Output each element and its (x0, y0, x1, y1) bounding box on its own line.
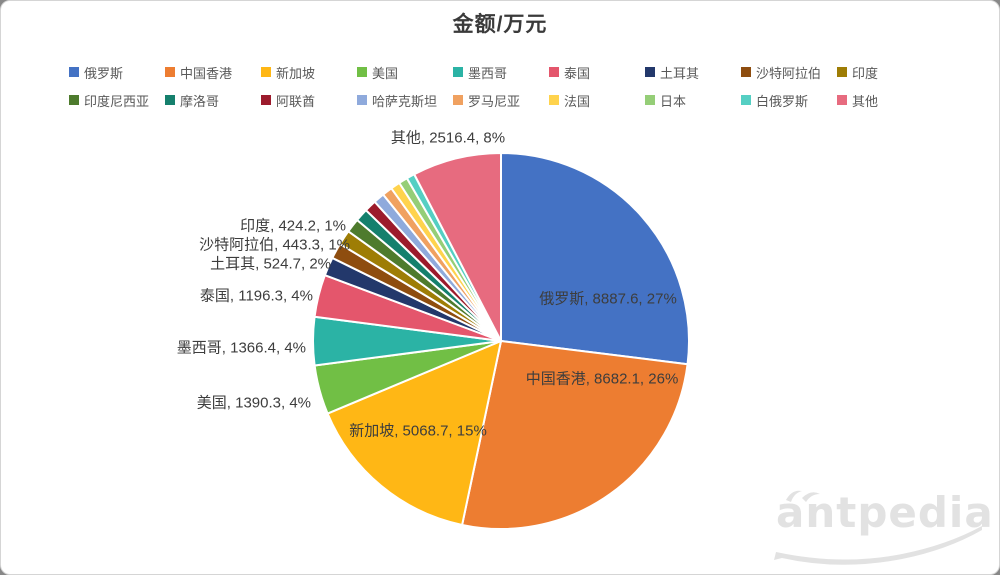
legend-item-11: 阿联酋 (261, 91, 357, 110)
legend-item-6: 土耳其 (645, 63, 741, 82)
legend-label: 新加坡 (276, 65, 316, 81)
pie-slice-17 (413, 152, 502, 342)
legend-swatch (261, 67, 271, 77)
legend-label: 其他 (852, 93, 879, 109)
data-label-5: 泰国, 1196.3, 4% (199, 287, 313, 305)
legend-swatch (69, 67, 79, 77)
legend-item-16: 白俄罗斯 (741, 91, 837, 110)
legend-item-4: 墨西哥 (453, 63, 549, 82)
data-label-17: 其他, 2516.4, 8% (390, 129, 506, 147)
legend-swatch (837, 95, 847, 105)
data-label-7: 沙特阿拉伯, 443.3, 1% (199, 236, 350, 254)
legend-item-12: 哈萨克斯坦 (357, 91, 453, 110)
legend-label: 美国 (372, 65, 399, 81)
legend-label: 沙特阿拉伯 (756, 65, 822, 81)
legend-swatch (357, 67, 367, 77)
data-label-4: 墨西哥, 1366.4, 4% (176, 339, 306, 357)
legend-swatch (549, 67, 559, 77)
data-label-6: 土耳其, 524.7, 2% (210, 255, 331, 273)
legend-item-1: 中国香港 (165, 63, 261, 82)
legend-label: 摩洛哥 (180, 93, 220, 109)
legend-swatch (645, 95, 655, 105)
pie-slice-1 (461, 340, 689, 530)
legend-label: 哈萨克斯坦 (372, 93, 438, 109)
legend-swatch (261, 95, 271, 105)
legend-item-17: 其他 (837, 91, 933, 110)
legend-label: 印度尼西亚 (84, 93, 150, 109)
legend-item-15: 日本 (645, 91, 741, 110)
legend-label: 中国香港 (180, 65, 233, 81)
legend-swatch (165, 67, 175, 77)
legend-swatch (453, 67, 463, 77)
watermark: antpedia (772, 486, 993, 566)
legend-label: 俄罗斯 (84, 65, 124, 81)
legend-label: 印度 (852, 65, 879, 81)
pie-slice-0 (500, 152, 690, 366)
legend-swatch (357, 95, 367, 105)
legend-item-3: 美国 (357, 63, 453, 82)
legend-swatch (645, 67, 655, 77)
legend-label: 墨西哥 (468, 65, 508, 81)
legend-swatch (165, 95, 175, 105)
legend-swatch (453, 95, 463, 105)
legend-item-5: 泰国 (549, 63, 645, 82)
legend-label: 阿联酋 (276, 93, 316, 109)
legend-label: 罗马尼亚 (468, 93, 521, 109)
legend-item-0: 俄罗斯 (69, 63, 165, 82)
data-label-8: 印度, 424.2, 1% (240, 217, 346, 235)
legend-label: 法国 (564, 93, 591, 109)
legend-item-10: 摩洛哥 (165, 91, 261, 110)
legend-label: 土耳其 (660, 65, 700, 81)
legend-item-13: 罗马尼亚 (453, 91, 549, 110)
watermark-text: antpedia (776, 488, 994, 537)
data-label-3: 美国, 1390.3, 4% (196, 394, 311, 412)
legend-swatch (69, 95, 79, 105)
legend-label: 白俄罗斯 (756, 93, 809, 109)
legend-swatch (837, 67, 847, 77)
data-label-0: 俄罗斯, 8887.6, 27% (539, 290, 677, 308)
legend-item-9: 印度尼西亚 (69, 91, 165, 110)
legend-swatch (741, 95, 751, 105)
watermark-swoosh-icon (774, 490, 982, 565)
legend-label: 日本 (660, 93, 687, 109)
data-label-2: 新加坡, 5068.7, 15% (349, 422, 487, 440)
legend-swatch (741, 67, 751, 77)
chart-title: 金额/万元 (452, 13, 548, 36)
legend-item-14: 法国 (549, 91, 645, 110)
legend: 俄罗斯 中国香港 新加坡 美国 墨西哥 泰国 土耳其 沙特阿拉伯 印度印度尼西亚 摩洛哥 阿联酋 哈萨… (69, 58, 933, 114)
pie-slice-2 (326, 340, 502, 526)
legend-item-7: 沙特阿拉伯 (741, 63, 837, 82)
legend-label: 泰国 (564, 65, 591, 81)
data-label-1: 中国香港, 8682.1, 26% (525, 370, 679, 388)
legend-item-2: 新加坡 (261, 63, 357, 82)
legend-item-8: 印度 (837, 63, 933, 82)
legend-swatch (549, 95, 559, 105)
